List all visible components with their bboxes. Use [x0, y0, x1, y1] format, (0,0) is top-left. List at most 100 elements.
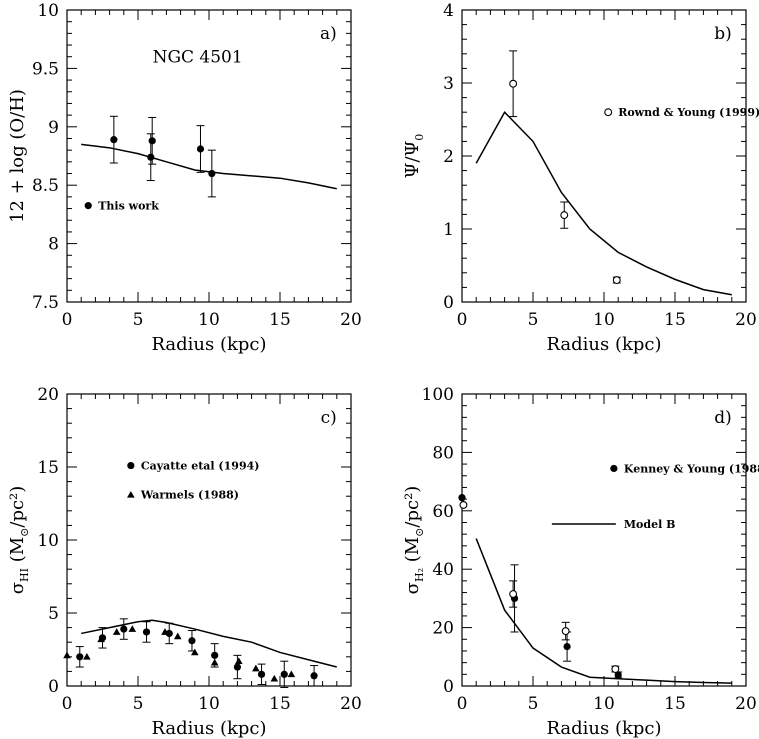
data-point [563, 642, 571, 651]
data-point [191, 648, 199, 656]
y-axis-title: Ψ/Ψ0 [402, 134, 426, 179]
y-tick-label: 20 [432, 619, 454, 639]
legend-label: Model B [624, 518, 676, 531]
data-point [270, 674, 279, 682]
model-line [81, 143, 337, 190]
plot-frame [66, 393, 352, 687]
y-tick-label: 10 [37, 1, 59, 21]
x-tick-label: 10 [593, 310, 615, 330]
data-point [196, 145, 205, 153]
y-axis-title: σHI (M⊙/pc²) [7, 486, 31, 595]
x-tick-label: 20 [735, 694, 757, 714]
x-axis-title: Radius (kpc) [151, 718, 266, 739]
y-axis-title: 12 + log (O/H) [7, 89, 28, 223]
y-axis-title-main: σ [7, 582, 28, 594]
x-axis-title: Radius (kpc) [546, 718, 661, 739]
y-tick-label: 40 [432, 560, 454, 580]
data-point [161, 628, 169, 635]
y-axis-title-main: Ψ/Ψ [402, 140, 423, 178]
x-axis-title: Radius (kpc) [546, 334, 661, 355]
y-axis-title-unit-end: /pc²) [402, 486, 423, 528]
y-tick-label: 9.5 [32, 59, 59, 79]
panel-label: c) [321, 408, 337, 428]
data-point [83, 653, 91, 660]
y-tick-label: 2 [443, 147, 454, 167]
y-tick-label: 9 [48, 118, 59, 138]
data-point [252, 664, 260, 672]
y-tick-label: 20 [37, 385, 59, 405]
y-axis-title-unit-subscript: ⊙ [413, 528, 426, 537]
data-point [560, 211, 569, 220]
legend-marker [127, 461, 135, 470]
y-tick-label: 60 [432, 502, 454, 522]
x-tick-label: 20 [735, 310, 757, 330]
data-point [459, 501, 468, 509]
x-tick-label: 5 [133, 310, 144, 330]
legend-marker [610, 464, 618, 473]
data-point [509, 590, 518, 598]
data-point [280, 670, 288, 678]
x-axis-title: Radius (kpc) [151, 334, 266, 355]
x-tick-label: 15 [664, 310, 686, 330]
data-point [509, 79, 518, 88]
x-tick-label: 15 [269, 694, 291, 714]
y-axis-title-unit: (M [402, 537, 423, 568]
y-tick-label: 8 [48, 235, 59, 255]
legend-marker [84, 202, 92, 210]
y-tick-label: 5 [48, 604, 59, 624]
data-point [208, 169, 216, 178]
data-point [257, 670, 266, 678]
y-axis-title: σH₂ (M⊙/pc²) [402, 486, 426, 595]
data-point [112, 628, 121, 635]
data-point [561, 627, 570, 636]
data-point [148, 137, 156, 145]
y-tick-label: 10 [37, 531, 59, 551]
legend-label: Rownd & Young (1999) [618, 106, 759, 119]
data-point [235, 657, 243, 665]
data-point [612, 276, 621, 285]
data-point [210, 658, 219, 666]
model-line [475, 110, 732, 296]
plot-frame [461, 393, 747, 687]
data-point [173, 632, 182, 640]
y-tick-label: 7.5 [32, 293, 59, 313]
x-tick-label: 20 [340, 310, 362, 330]
x-tick-label: 10 [198, 694, 220, 714]
y-tick-label: 0 [48, 677, 59, 697]
y-axis-title-unit-end: /pc²) [7, 486, 28, 528]
data-point [188, 637, 196, 645]
x-tick-label: 5 [133, 694, 144, 714]
panel-label: d) [714, 408, 732, 428]
legend-marker [604, 108, 613, 117]
legend-marker [127, 490, 135, 498]
data-point [165, 629, 173, 638]
panel-a-oxygen-abundance: 0 5 10 15 20 7.5 8 8.5 9 9.5 10 Radius (kpc) 12 + lo… [7, 1, 362, 355]
data-point [76, 653, 84, 661]
model-line [475, 538, 732, 684]
panel-d-h2-surface-density: 0 5 10 15 20 0 20 40 60 80 100 Radius (kpc) σH₂ (M⊙/… [402, 385, 759, 739]
data-point [97, 635, 105, 643]
data-point [211, 651, 219, 659]
x-tick-label: 0 [62, 694, 73, 714]
y-tick-label: 1 [443, 220, 454, 240]
x-tick-label: 10 [593, 694, 615, 714]
y-axis-title-unit-subscript: ⊙ [18, 528, 31, 537]
legend-label: Kenney & Young (1988) [624, 462, 759, 475]
x-tick-label: 5 [528, 310, 539, 330]
y-axis-title-main: 12 + log (O/H) [7, 89, 28, 223]
y-axis-title-main: σ [402, 582, 423, 594]
y-tick-label: 0 [443, 293, 454, 313]
y-tick-label: 100 [422, 385, 454, 405]
panel-label: b) [714, 24, 732, 44]
data-point [287, 670, 296, 678]
y-axis-title-unit: (M [7, 537, 28, 568]
data-point [142, 628, 151, 636]
x-tick-label: 10 [198, 310, 220, 330]
panel-annotation: NGC 4501 [153, 48, 243, 68]
data-point [120, 625, 128, 633]
panel-label: a) [320, 24, 337, 44]
y-tick-label: 8.5 [32, 176, 59, 196]
panel-c-hi-surface-density: 0 5 10 15 20 0 5 10 15 20 Radius (kpc) σHI (M⊙/pc²)… [7, 385, 362, 739]
